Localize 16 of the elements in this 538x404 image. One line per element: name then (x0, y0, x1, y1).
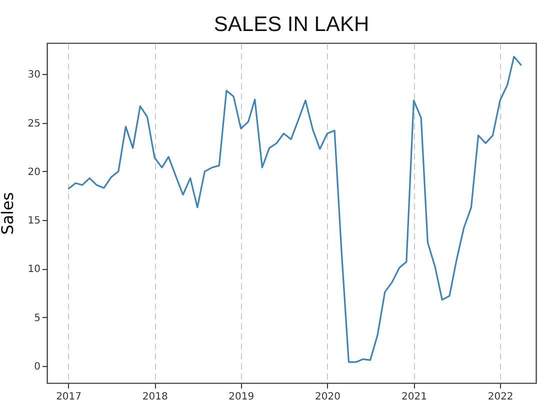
y-tick-label: 20 (28, 166, 40, 178)
y-tick-label: 30 (28, 70, 40, 81)
y-tick-label: 15 (28, 216, 40, 227)
y-tick-label: 25 (28, 118, 40, 130)
chart-title: SALES IN LAKH (214, 13, 370, 36)
x-tick-label: 2020 (314, 392, 340, 402)
x-tick-label: 2021 (402, 392, 427, 402)
y-axis-title: Sales (0, 192, 17, 235)
x-tick-label: 2017 (56, 392, 82, 402)
x-tick-label: 2022 (488, 392, 514, 402)
y-tick-label: 5 (34, 312, 40, 324)
y-tick-label: 10 (28, 264, 40, 276)
y-tick-label: 0 (34, 361, 40, 372)
x-tick-label: 2018 (142, 392, 168, 402)
line-series (67, 56, 522, 363)
x-tick-label: 2019 (228, 392, 254, 402)
